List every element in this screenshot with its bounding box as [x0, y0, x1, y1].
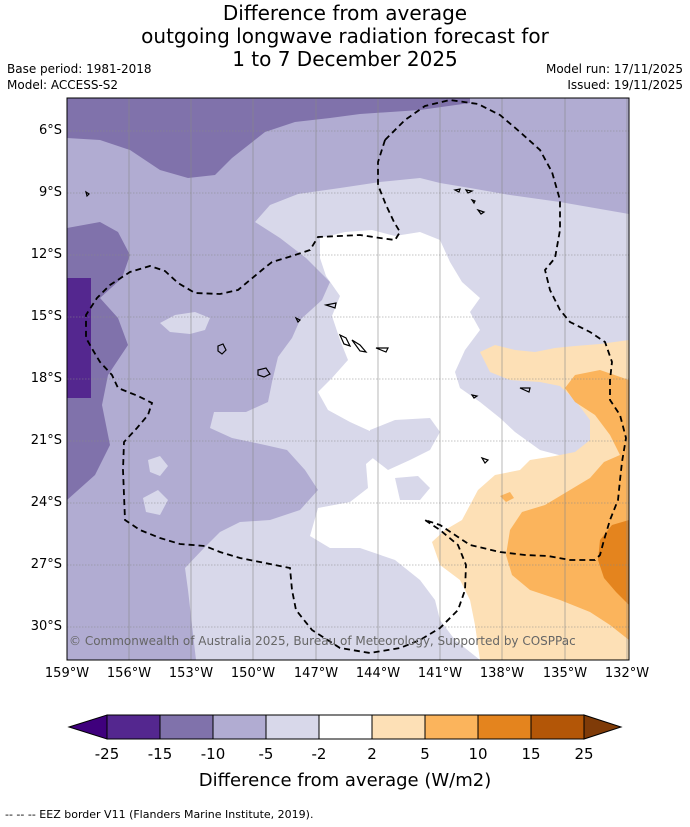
lat-label-30s: 30°S	[30, 619, 62, 634]
colorbar-tick-5: 5	[420, 745, 430, 763]
title-line-3: 1 to 7 December 2025	[232, 47, 458, 71]
colorbar-tick-10: 10	[468, 745, 488, 763]
lat-label-21s: 21°S	[30, 433, 62, 448]
meta-right: Model run: 17/11/2025 Issued: 19/11/2025	[546, 61, 683, 93]
lon-label-159w: 159°W	[44, 666, 90, 681]
lat-label-15s: 15°S	[30, 309, 62, 324]
title-line-2: outgoing longwave radiation forecast for	[141, 24, 549, 48]
anomaly-region-darkest-west	[67, 278, 91, 398]
eez-border-marquesas	[384, 99, 627, 561]
colorbar-tick-25: 25	[574, 745, 594, 763]
colorbar-title: Difference from average (W/m2)	[198, 770, 492, 791]
lat-label-18s: 18°S	[30, 371, 62, 386]
colorbar-tick-neg2: -2	[311, 745, 327, 763]
anomaly-region-positive-patch	[500, 492, 514, 502]
base-period: Base period: 1981-2018	[7, 62, 152, 76]
colorbar-swatch-10-15	[477, 714, 532, 740]
colorbar-swatch-neg10-neg5	[212, 714, 267, 740]
island-northwest	[85, 190, 90, 198]
colorbar	[67, 714, 623, 740]
eez-border-tuamotu-inner	[85, 139, 467, 654]
gridlines	[67, 98, 629, 660]
lon-label-138w: 138°W	[479, 666, 525, 681]
colorbar-below-min-triangle	[67, 714, 108, 740]
colorbar-above-max-triangle	[583, 714, 623, 740]
island-society-1	[217, 343, 227, 355]
lon-label-153w: 153°W	[168, 666, 214, 681]
model-name: Model: ACCESS-S2	[7, 78, 119, 92]
map-credit: © Commonwealth of Australia 2025, Bureau…	[69, 634, 576, 648]
anomaly-region-dark-north	[67, 98, 470, 178]
lat-label-6s: 6°S	[38, 123, 62, 138]
colorbar-swatch-neg5-neg2	[265, 714, 320, 740]
model-run: Model run: 17/11/2025	[545, 62, 683, 76]
anomaly-region-white-patch	[519, 446, 536, 460]
anomaly-field	[67, 98, 629, 660]
issued-date: Issued: 19/11/2025	[567, 78, 683, 92]
island-marquesas-2	[464, 189, 474, 194]
island-marquesas-3	[476, 208, 486, 215]
island-marquesas-4	[470, 198, 476, 205]
colorbar-tick-2: 2	[367, 745, 377, 763]
colorbar-swatch-2-5	[371, 714, 426, 740]
anomaly-region-light-west-patch-2	[148, 456, 168, 476]
anomaly-region-light-in-neutral-2	[395, 476, 430, 500]
anomaly-region-strong-positive	[598, 520, 629, 605]
colorbar-tick-neg10: -10	[200, 745, 226, 763]
lon-label-132w: 132°W	[604, 666, 650, 681]
title-line-1: Difference from average	[222, 1, 468, 25]
island-tuamotu-2	[338, 333, 352, 348]
island-marquesas-1	[453, 188, 461, 193]
colorbar-tick-neg5: -5	[258, 745, 274, 763]
colorbar-tick-15: 15	[521, 745, 541, 763]
anomaly-region-moderate-positive	[506, 370, 629, 640]
colorbar-swatch-15-25	[530, 714, 585, 740]
lat-label-9s: 9°S	[38, 185, 62, 200]
lat-label-27s: 27°S	[30, 557, 62, 572]
colorbar-swatch-neg25-neg15	[106, 714, 161, 740]
lat-label-24s: 24°S	[30, 495, 62, 510]
island-tuamotu-1	[323, 302, 337, 309]
map-frame	[66, 97, 630, 661]
eez-borders	[85, 99, 627, 654]
island-outlines	[85, 188, 531, 464]
lon-label-147w: 147°W	[293, 666, 339, 681]
anomaly-region-light-west-patch-3	[143, 490, 168, 515]
lon-label-144w: 144°W	[355, 666, 401, 681]
anomaly-region-light-west-patch	[160, 312, 210, 334]
island-tuamotu-5	[519, 387, 531, 393]
meta-left: Base period: 1981-2018 Model: ACCESS-S2	[7, 61, 152, 93]
lon-label-141w: 141°W	[417, 666, 463, 681]
chart-title: Difference from average outgoing longwav…	[0, 2, 690, 71]
island-tuamotu-3	[351, 339, 368, 353]
colorbar-swatch-neg15-neg10	[159, 714, 214, 740]
island-tuamotu-4	[375, 347, 389, 353]
colorbar-tick-neg25: -25	[94, 745, 120, 763]
lat-label-12s: 12°S	[30, 247, 62, 262]
lon-label-135w: 135°W	[542, 666, 588, 681]
lon-label-156w: 156°W	[106, 666, 152, 681]
colorbar-swatch-neg2-2	[318, 714, 373, 740]
colorbar-swatch-5-10	[424, 714, 479, 740]
island-austral-1	[480, 456, 490, 464]
colorbar-tick-neg15: -15	[147, 745, 173, 763]
island-austral-2	[294, 316, 302, 324]
anomaly-region-light-in-neutral	[370, 418, 440, 470]
island-society-2	[257, 367, 271, 378]
island-austral-3	[470, 394, 479, 399]
eez-footnote: -- -- -- EEZ border V11 (Flanders Marine…	[5, 808, 314, 821]
lon-label-150w: 150°W	[230, 666, 276, 681]
